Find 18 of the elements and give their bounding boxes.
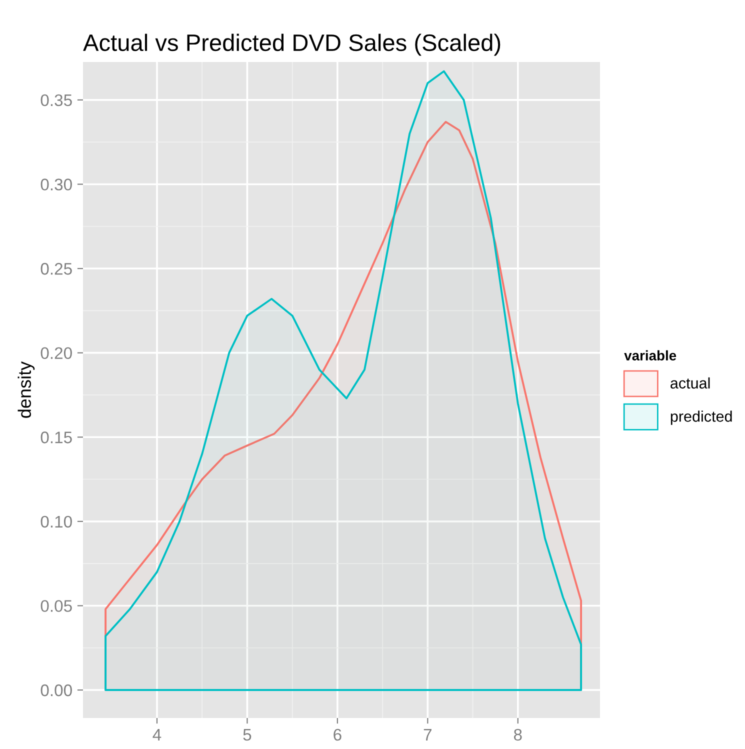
x-tick-label: 6 xyxy=(334,728,342,741)
legend-title: variable xyxy=(624,350,676,360)
legend-label: actual xyxy=(670,377,710,389)
y-tick-label: 0.20 xyxy=(40,347,72,360)
x-tick-label: 8 xyxy=(514,728,522,741)
chart-title: Actual vs Predicted DVD Sales (Scaled) xyxy=(83,34,500,56)
x-tick-label: 7 xyxy=(424,729,432,740)
x-tick-label: 4 xyxy=(152,729,162,740)
y-tick-label: 0.15 xyxy=(40,432,72,444)
y-tick-label: 0.10 xyxy=(40,516,72,528)
y-axis-title: density xyxy=(18,361,35,418)
y-tick-label: 0.35 xyxy=(40,94,72,106)
legend-label: predicted xyxy=(670,410,732,425)
y-tick-label: 0.05 xyxy=(40,600,72,612)
x-tick-label: 5 xyxy=(243,729,252,741)
y-tick-label: 0.25 xyxy=(40,262,72,275)
y-tick-label: 0.00 xyxy=(40,684,72,696)
y-tick-label: 0.30 xyxy=(40,178,72,190)
